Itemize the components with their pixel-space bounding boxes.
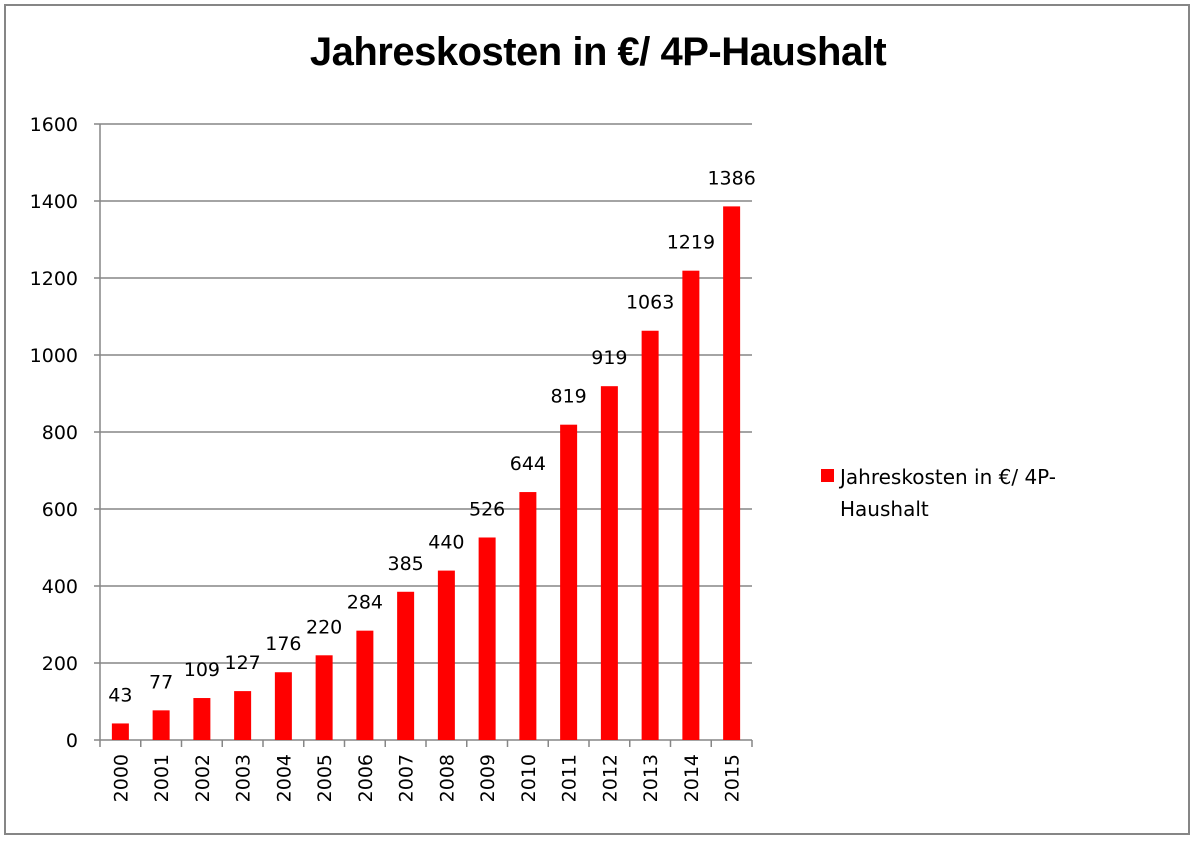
data-label: 1386 xyxy=(707,167,755,189)
bar xyxy=(600,386,618,740)
data-label: 526 xyxy=(469,498,505,520)
y-tick-label: 800 xyxy=(42,422,78,444)
data-label: 284 xyxy=(347,592,383,614)
x-tick-label: 2014 xyxy=(681,754,703,802)
x-tick-label: 2004 xyxy=(273,754,295,802)
y-tick-label: 400 xyxy=(42,576,78,598)
y-tick-label: 1000 xyxy=(30,345,78,367)
x-tick-label: 2000 xyxy=(110,754,132,802)
data-label: 919 xyxy=(591,347,627,369)
bar xyxy=(193,698,211,740)
bar xyxy=(274,672,292,740)
x-tick-label: 2002 xyxy=(192,754,214,802)
data-label: 109 xyxy=(184,659,220,681)
bar xyxy=(682,270,700,740)
x-tick-label: 2006 xyxy=(355,754,377,802)
x-tick-label: 2003 xyxy=(233,754,255,802)
y-tick-label: 0 xyxy=(66,730,78,752)
x-tick-label: 2010 xyxy=(518,754,540,802)
legend-swatch xyxy=(821,469,834,482)
x-tick-label: 2009 xyxy=(477,754,499,802)
x-tick-label: 2012 xyxy=(599,754,621,802)
x-tick-label: 2011 xyxy=(559,754,581,802)
data-label: 220 xyxy=(306,616,342,638)
x-tick-label: 2008 xyxy=(436,754,458,802)
y-tick-label: 200 xyxy=(42,653,78,675)
data-label: 77 xyxy=(149,671,173,693)
bar xyxy=(111,723,129,740)
data-label: 127 xyxy=(224,652,260,674)
y-tick-label: 1400 xyxy=(30,191,78,213)
data-label: 1063 xyxy=(626,292,674,314)
data-label: 819 xyxy=(550,386,586,408)
x-tick-label: 2013 xyxy=(640,754,662,802)
bar xyxy=(478,537,496,740)
x-tick-label: 2001 xyxy=(151,754,173,802)
data-label: 43 xyxy=(108,684,132,706)
bar xyxy=(356,630,374,740)
bar xyxy=(560,424,578,740)
data-label: 440 xyxy=(428,532,464,554)
x-tick-label: 2007 xyxy=(396,754,418,802)
bar xyxy=(437,570,455,740)
chart-frame xyxy=(4,4,1190,835)
bar xyxy=(234,691,252,740)
y-tick-label: 600 xyxy=(42,499,78,521)
y-tick-label: 1600 xyxy=(30,114,78,136)
bar xyxy=(519,492,537,740)
y-tick-label: 1200 xyxy=(30,268,78,290)
bar xyxy=(315,655,333,740)
bar xyxy=(723,206,741,740)
bar xyxy=(397,591,415,740)
data-label: 1219 xyxy=(667,232,715,254)
x-tick-label: 2015 xyxy=(722,754,744,802)
chart-title: Jahreskosten in €/ 4P-Haushalt xyxy=(309,30,887,74)
bar xyxy=(641,330,659,740)
legend-label: Jahreskosten in €/ 4P-Haushalt xyxy=(840,465,1057,521)
bar xyxy=(152,710,170,740)
data-label: 176 xyxy=(265,633,301,655)
data-label: 644 xyxy=(510,453,546,475)
data-label: 385 xyxy=(387,553,423,575)
x-tick-label: 2005 xyxy=(314,754,336,802)
